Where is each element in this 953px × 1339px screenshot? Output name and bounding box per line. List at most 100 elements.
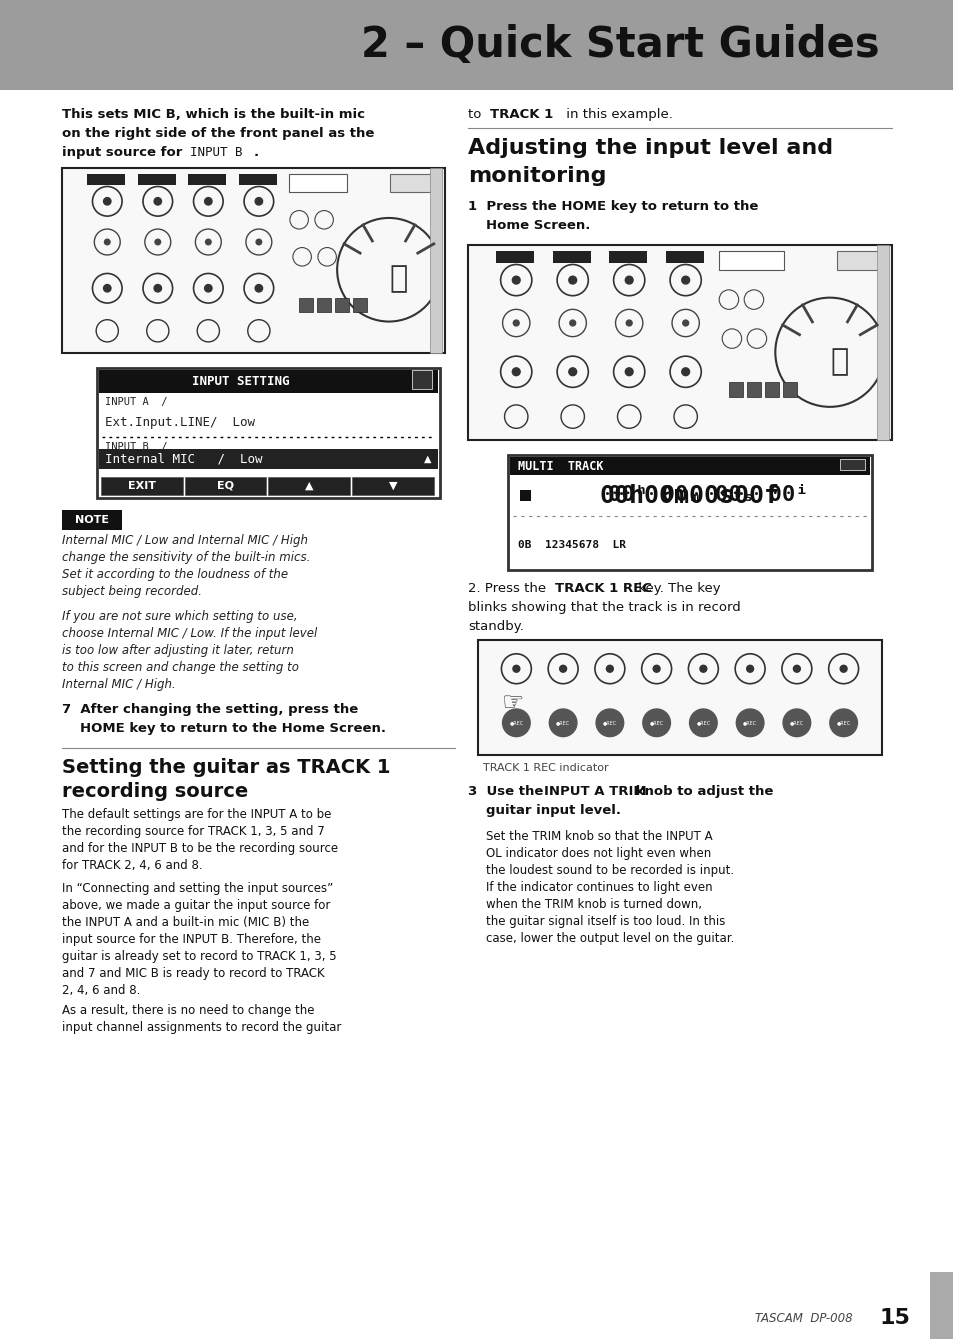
Text: INPUT A TRIM: INPUT A TRIM (543, 785, 646, 798)
Text: 7  After changing the setting, press the: 7 After changing the setting, press the (62, 703, 358, 716)
Text: ●REC: ●REC (789, 720, 803, 726)
Text: HOME key to return to the Home Screen.: HOME key to return to the Home Screen. (80, 722, 386, 735)
Text: to: to (468, 108, 485, 121)
Bar (552, 250, 590, 262)
Text: ●REC: ●REC (602, 720, 617, 726)
Text: choose Internal MIC / Low. If the input level: choose Internal MIC / Low. If the input … (62, 627, 317, 640)
Text: OL indicator does not light even when: OL indicator does not light even when (485, 848, 711, 860)
Bar (728, 382, 742, 398)
Bar (412, 370, 432, 390)
Text: and 7 and MIC B is ready to record to TRACK: and 7 and MIC B is ready to record to TR… (62, 967, 324, 980)
Text: This sets MIC B, which is the built-in mic: This sets MIC B, which is the built-in m… (62, 108, 365, 121)
Bar (876, 245, 888, 441)
Bar (496, 250, 534, 262)
Circle shape (829, 708, 857, 736)
Text: 2. Press the: 2. Press the (468, 582, 550, 595)
Text: 1  Press the HOME key to return to the: 1 Press the HOME key to return to the (468, 200, 758, 213)
Text: TRACK 1 REC indicator: TRACK 1 REC indicator (482, 763, 608, 773)
Bar (782, 382, 796, 398)
Text: Set it according to the loudness of the: Set it according to the loudness of the (62, 568, 288, 581)
Bar (519, 490, 531, 501)
Text: ●REC: ●REC (696, 720, 710, 726)
Circle shape (606, 665, 613, 672)
Bar (137, 174, 175, 185)
Circle shape (155, 240, 160, 245)
Text: in this example.: in this example. (561, 108, 672, 121)
Text: blinks showing that the track is in record: blinks showing that the track is in reco… (468, 601, 740, 615)
Bar (316, 297, 331, 312)
Bar (390, 174, 439, 191)
Text: when the TRIM knob is turned down,: when the TRIM knob is turned down, (485, 898, 701, 911)
Circle shape (568, 368, 576, 376)
Text: 2, 4, 6 and 8.: 2, 4, 6 and 8. (62, 984, 140, 998)
Text: above, we made a guitar the input source for: above, we made a guitar the input source… (62, 898, 330, 912)
Bar (468, 245, 891, 441)
Circle shape (154, 285, 161, 292)
Bar (101, 477, 183, 495)
Text: ✋: ✋ (830, 348, 848, 376)
Circle shape (549, 708, 577, 736)
Text: knob to adjust the: knob to adjust the (630, 785, 773, 798)
Text: input channel assignments to record the guitar: input channel assignments to record the … (62, 1022, 341, 1034)
Text: Home Screen.: Home Screen. (485, 220, 590, 232)
Bar (335, 297, 349, 312)
Bar (62, 167, 444, 353)
Circle shape (782, 708, 810, 736)
Text: on the right side of the front panel as the: on the right side of the front panel as … (62, 127, 374, 141)
Circle shape (700, 665, 706, 672)
Circle shape (736, 708, 763, 736)
Bar (99, 449, 437, 470)
Bar (836, 250, 886, 270)
Text: the INPUT A and a built-in mic (MIC B) the: the INPUT A and a built-in mic (MIC B) t… (62, 916, 309, 929)
Text: Adjusting the input level and: Adjusting the input level and (468, 138, 832, 158)
Text: for TRACK 2, 4, 6 and 8.: for TRACK 2, 4, 6 and 8. (62, 860, 202, 872)
Text: Set the TRIM knob so that the INPUT A: Set the TRIM knob so that the INPUT A (485, 830, 712, 844)
Text: input source for the INPUT B. Therefore, the: input source for the INPUT B. Therefore,… (62, 933, 320, 945)
Circle shape (840, 665, 846, 672)
Text: 00ʰ 00ₘ 00ₛ 00ⁱ: 00ʰ 00ₘ 00ₛ 00ⁱ (607, 485, 807, 505)
Text: recording source: recording source (62, 782, 248, 801)
Text: standby.: standby. (468, 620, 523, 633)
Text: If the indicator continues to light even: If the indicator continues to light even (485, 881, 712, 894)
Circle shape (596, 708, 623, 736)
Text: is too low after adjusting it later, return: is too low after adjusting it later, ret… (62, 644, 294, 657)
Text: 2 – Quick Start Guides: 2 – Quick Start Guides (360, 24, 879, 66)
Text: subject being recorded.: subject being recorded. (62, 585, 202, 599)
Bar (0, 0, 953, 90)
Text: 15: 15 (879, 1308, 910, 1328)
Circle shape (104, 198, 111, 205)
Text: Ext.Input.LINE/  Low: Ext.Input.LINE/ Low (105, 416, 254, 428)
Circle shape (502, 708, 530, 736)
Bar (352, 477, 434, 495)
Text: ●REC: ●REC (836, 720, 850, 726)
Bar (665, 250, 703, 262)
Circle shape (559, 665, 566, 672)
Bar (87, 174, 125, 185)
Bar (510, 457, 869, 475)
Circle shape (681, 276, 689, 284)
Text: The default settings are for the INPUT A to be: The default settings are for the INPUT A… (62, 807, 331, 821)
Bar (507, 455, 871, 570)
Text: change the sensitivity of the built-in mics.: change the sensitivity of the built-in m… (62, 552, 310, 564)
Circle shape (568, 276, 576, 284)
Text: .: . (253, 146, 259, 159)
Text: INPUT A  /: INPUT A / (105, 396, 168, 407)
Text: ☞: ☞ (501, 691, 523, 715)
Text: INPUT SETTING: INPUT SETTING (193, 375, 290, 388)
Text: Internal MIC / High.: Internal MIC / High. (62, 678, 175, 691)
Text: EXIT: EXIT (128, 481, 155, 491)
Circle shape (569, 320, 575, 325)
Text: ●REC: ●REC (649, 720, 663, 726)
Bar (840, 459, 864, 470)
Bar (719, 250, 783, 270)
Circle shape (205, 198, 212, 205)
Circle shape (205, 285, 212, 292)
Bar (477, 640, 882, 755)
Bar (97, 368, 439, 498)
Circle shape (681, 368, 689, 376)
Text: NOTE: NOTE (75, 516, 109, 525)
Text: ●REC: ●REC (742, 720, 757, 726)
Text: ✋: ✋ (389, 265, 407, 293)
Circle shape (254, 198, 262, 205)
Circle shape (624, 368, 633, 376)
